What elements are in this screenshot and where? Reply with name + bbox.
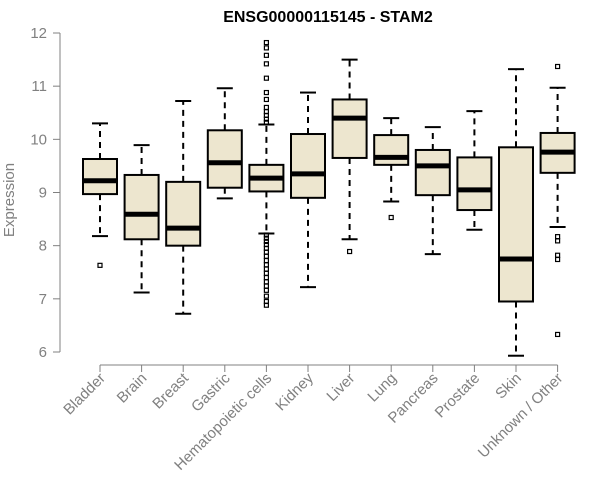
iqr-box: [123, 173, 160, 241]
box-kidney: [290, 91, 326, 289]
outlier-point: [388, 214, 394, 221]
plot-area: [82, 39, 576, 357]
box-skin: [498, 68, 534, 357]
outlier-point: [263, 232, 269, 238]
x-tick-label: Brain: [114, 370, 151, 407]
y-tick-label: 12: [30, 25, 47, 42]
iqr-box: [331, 98, 368, 159]
outlier-point: [263, 266, 269, 272]
outlier-point: [263, 253, 269, 259]
box-hematopoietic-cells: [248, 39, 285, 308]
x-tick-label: Prostate: [432, 370, 484, 422]
outlier-point: [263, 283, 269, 289]
iqr-box: [165, 180, 202, 247]
outlier-point: [263, 235, 269, 241]
x-tick-label: Skin: [492, 370, 525, 403]
box-brain: [123, 144, 160, 294]
x-tick-label: Lung: [364, 370, 400, 406]
outlier-point: [263, 104, 269, 111]
box-pancreas: [414, 126, 451, 256]
outlier-point: [554, 234, 561, 240]
iqr-box: [498, 146, 534, 303]
box-unknown-other: [539, 63, 576, 338]
outlier-point: [263, 45, 269, 51]
outlier-point: [554, 238, 561, 244]
x-tick-label: Breast: [149, 369, 192, 412]
outlier-point: [263, 116, 269, 122]
outlier-point: [263, 302, 269, 308]
outlier-point: [263, 238, 269, 245]
y-tick-label: 6: [39, 344, 47, 361]
outlier-point: [263, 89, 269, 96]
box-bladder: [82, 122, 118, 268]
outlier-point: [554, 63, 561, 70]
chart-title: ENSG00000115145 - STAM2: [223, 9, 433, 26]
outlier-point: [554, 256, 561, 263]
outlier-point: [263, 279, 269, 285]
y-tick-label: 8: [39, 238, 47, 255]
outlier-point: [263, 75, 269, 81]
y-tick-label: 11: [31, 78, 47, 95]
x-tick-label: Kidney: [272, 369, 317, 414]
y-axis: 6 7 8 9 10 11 12: [30, 25, 61, 361]
iqr-box: [206, 129, 243, 189]
box-breast: [165, 100, 202, 315]
outlier-point: [263, 52, 269, 58]
iqr-box: [82, 158, 118, 196]
outlier-point: [263, 270, 269, 276]
outlier-point: [263, 119, 269, 125]
outlier-point: [263, 293, 269, 299]
outlier-point: [263, 61, 269, 67]
y-tick-label: 7: [39, 291, 47, 308]
outlier-point: [347, 248, 353, 255]
outlier-point: [263, 274, 269, 281]
outlier-point: [554, 252, 561, 258]
y-axis-label: Expression: [1, 163, 18, 237]
outlier-point: [263, 39, 269, 46]
iqr-box: [290, 133, 326, 199]
y-tick-label: 10: [30, 131, 47, 148]
x-tick-label: Liver: [323, 370, 358, 405]
outlier-point: [97, 262, 103, 268]
box-liver: [331, 58, 368, 255]
box-prostate: [456, 110, 493, 231]
box-gastric: [206, 87, 243, 200]
outlier-point: [263, 287, 269, 293]
outlier-point: [263, 257, 269, 264]
outlier-point: [263, 96, 269, 103]
box-lung: [373, 117, 410, 221]
x-tick-label: Bladder: [60, 370, 109, 419]
outlier-point: [263, 262, 269, 268]
outlier-point: [554, 331, 561, 338]
iqr-box: [373, 134, 410, 166]
iqr-box: [456, 156, 493, 212]
y-tick-label: 9: [39, 185, 47, 202]
iqr-box: [414, 148, 451, 197]
